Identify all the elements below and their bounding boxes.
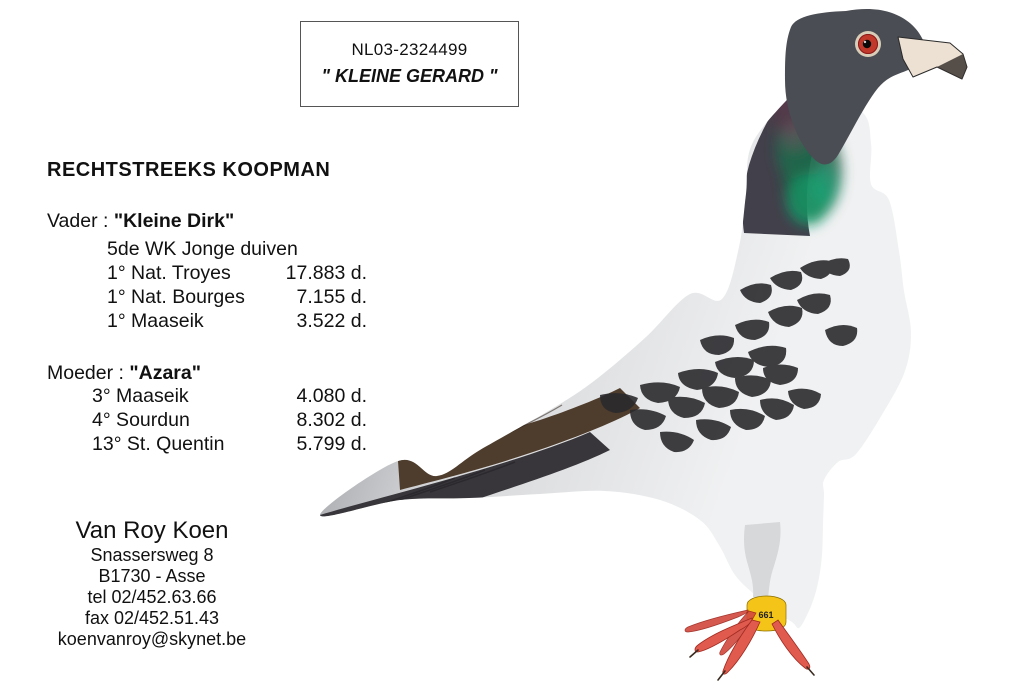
- svg-text:661: 661: [758, 610, 773, 620]
